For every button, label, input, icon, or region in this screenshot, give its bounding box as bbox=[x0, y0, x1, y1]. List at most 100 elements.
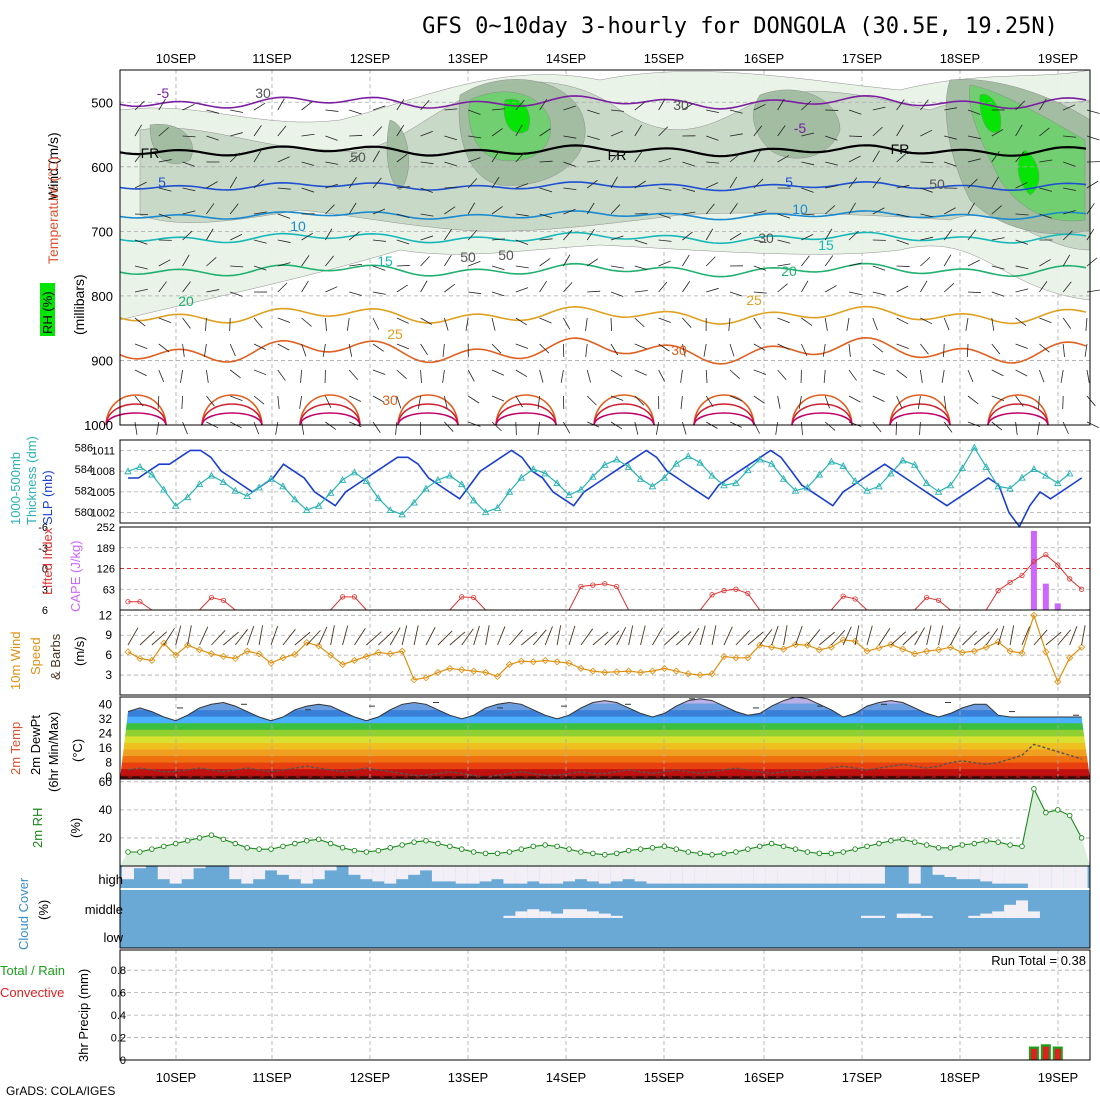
thickness-point bbox=[648, 482, 657, 490]
wind-barb bbox=[1084, 343, 1088, 357]
wind-barb bbox=[491, 238, 505, 241]
thickness-point bbox=[612, 455, 621, 463]
cloud-high-gap bbox=[968, 866, 981, 880]
wind-barb bbox=[253, 211, 267, 215]
rh2m-point bbox=[399, 842, 405, 848]
temperature-contour bbox=[495, 412, 557, 426]
lifted-index-point bbox=[137, 599, 143, 605]
temperature-band bbox=[120, 729, 1090, 737]
cloud-high-gap bbox=[312, 866, 325, 880]
wind-barb bbox=[777, 395, 781, 409]
cloud-high-gap bbox=[777, 866, 790, 884]
wind-barb bbox=[206, 135, 219, 141]
wind-speed-point bbox=[1030, 611, 1038, 619]
wind-barb bbox=[896, 395, 903, 409]
thickness-point bbox=[434, 475, 442, 483]
cloud-high-gap bbox=[586, 866, 599, 882]
wind-barb bbox=[587, 160, 601, 163]
wind-speed-point bbox=[744, 654, 752, 662]
wind-barb-10m bbox=[449, 631, 466, 646]
wind-barb bbox=[468, 135, 482, 139]
wind-barb bbox=[824, 228, 833, 241]
wind-barb bbox=[801, 421, 803, 435]
wind-speed-point bbox=[863, 647, 871, 655]
wind-barb bbox=[634, 290, 648, 293]
wind-barb bbox=[229, 369, 241, 379]
wind-barb bbox=[253, 343, 266, 351]
wind-barb bbox=[134, 317, 146, 327]
wind-barb bbox=[610, 204, 621, 215]
wind-barb bbox=[991, 176, 999, 189]
thickness-point bbox=[934, 487, 943, 495]
wind-barb bbox=[1015, 288, 1029, 293]
wind-barb bbox=[777, 98, 785, 111]
wind-barb-10m bbox=[664, 631, 680, 646]
thickness-point bbox=[314, 501, 323, 509]
thickness-point bbox=[398, 510, 406, 518]
wind-barb bbox=[587, 109, 600, 115]
wind-speed-point bbox=[362, 652, 370, 661]
cloud-high-gap bbox=[360, 866, 373, 880]
wind-barb bbox=[325, 135, 338, 141]
wind-barb bbox=[396, 317, 409, 324]
wind-barb bbox=[348, 154, 361, 163]
contour-label: 20 bbox=[178, 293, 194, 309]
thickness-point bbox=[636, 474, 645, 482]
wind-barb bbox=[848, 177, 858, 189]
cloud-high-gap bbox=[789, 866, 802, 884]
wind-barb bbox=[206, 109, 220, 114]
slp-tick: 1002 bbox=[91, 508, 115, 520]
cloud-high-gap bbox=[122, 866, 134, 880]
wind-barb bbox=[1039, 343, 1050, 353]
wind-barb bbox=[585, 317, 588, 331]
cloud-high-gap bbox=[861, 866, 874, 884]
wind-barb bbox=[229, 152, 240, 163]
wind-barb bbox=[706, 109, 720, 114]
thickness-point bbox=[267, 474, 275, 482]
cloud-high-gap bbox=[527, 866, 540, 882]
wind-barb bbox=[1015, 239, 1028, 245]
wind-barb-10m bbox=[604, 630, 620, 646]
date-tick-top: 12SEP bbox=[350, 51, 390, 66]
wind-barb bbox=[1086, 180, 1099, 189]
rh2m-point bbox=[768, 840, 775, 847]
wind-barb-10m bbox=[127, 627, 139, 646]
temperature-contour bbox=[397, 403, 459, 426]
wind-speed-point bbox=[577, 664, 585, 673]
lifted-index-point bbox=[1031, 558, 1037, 565]
wind-barb bbox=[1039, 98, 1047, 111]
wind-barb bbox=[348, 343, 353, 357]
wind-barb bbox=[848, 230, 859, 241]
wind-barb bbox=[729, 176, 738, 189]
thickness-tick: 584 bbox=[75, 464, 93, 476]
wind-barb bbox=[253, 369, 267, 376]
cloud-high-gap bbox=[932, 866, 945, 875]
thickness-point bbox=[493, 503, 502, 511]
wind-barb bbox=[182, 421, 188, 435]
wind-barb bbox=[537, 395, 540, 409]
wind-barb bbox=[1086, 203, 1095, 215]
cloud-high-gap bbox=[741, 866, 754, 884]
wind-barb bbox=[825, 185, 839, 189]
wind-barb bbox=[396, 186, 410, 189]
wind-speed-point bbox=[172, 651, 180, 659]
cloud-high-gap bbox=[563, 866, 576, 882]
thickness-point bbox=[136, 463, 144, 470]
wind-barb bbox=[872, 421, 882, 433]
wind-barb bbox=[396, 153, 408, 163]
thickness-point bbox=[696, 458, 704, 466]
thickness-point bbox=[756, 455, 764, 463]
wind-barb bbox=[991, 237, 1005, 241]
wind-barb bbox=[1085, 317, 1088, 331]
thickness-point bbox=[720, 481, 728, 489]
wind-barb-10m bbox=[223, 631, 239, 646]
wind-barb-10m bbox=[1033, 629, 1048, 646]
wind-barb bbox=[539, 317, 552, 324]
wind-barb bbox=[372, 126, 383, 137]
wind-barb bbox=[634, 369, 647, 376]
cloud-high-gap bbox=[753, 866, 766, 884]
wind-barb bbox=[396, 284, 408, 293]
wind-speed-point bbox=[458, 666, 466, 674]
wind-barb bbox=[729, 232, 742, 241]
rh2m-point bbox=[315, 836, 322, 843]
